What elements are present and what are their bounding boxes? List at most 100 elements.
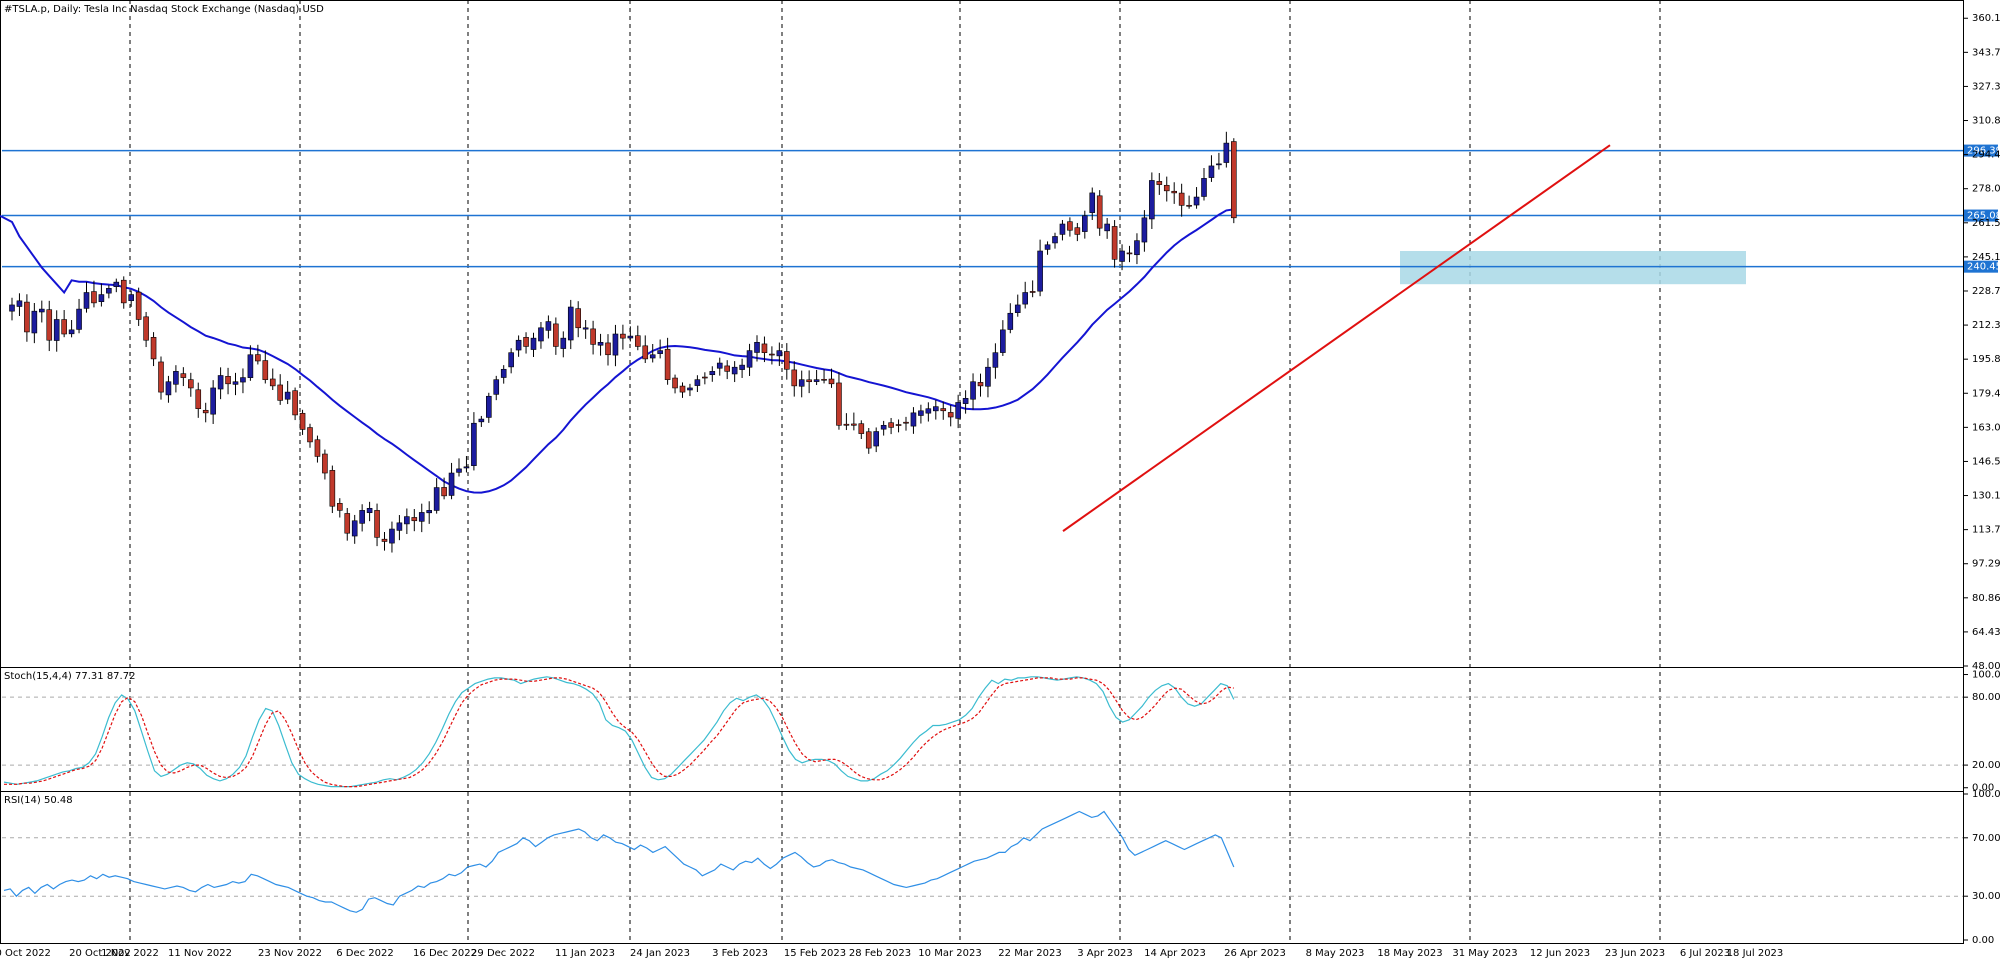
time-axis-label: 3 Apr 2023	[1077, 948, 1132, 958]
candle-body	[1231, 141, 1237, 219]
candle-body	[1163, 184, 1170, 192]
candle-body	[225, 376, 231, 385]
candle-body	[1104, 223, 1110, 232]
candle-body	[46, 309, 53, 341]
time-axis-label: 1 Nov 2022	[101, 948, 159, 958]
candle-body	[1193, 196, 1200, 206]
candle-body	[791, 369, 798, 387]
price-axis-label: 113.72	[1972, 525, 2000, 536]
candle-body	[1089, 192, 1096, 213]
candle-body	[1067, 221, 1073, 231]
price-axis-label: 97.29	[1972, 559, 2000, 570]
price-axis-label: 343.74	[1972, 47, 2000, 58]
candle-body	[806, 379, 812, 383]
candle-body	[485, 395, 492, 418]
candle-body	[672, 377, 678, 389]
candle-body	[284, 391, 291, 400]
candle-body	[158, 361, 164, 393]
price-axis[interactable]: 360.17 343.74 327.31 310.88 294.45 278.02 261.…	[1963, 13, 2000, 946]
candle-body	[843, 423, 850, 426]
candle-body	[1096, 195, 1103, 229]
support-zone-box	[1400, 251, 1746, 285]
trend-line[interactable]	[1062, 144, 1611, 532]
candle-body	[1149, 180, 1155, 220]
rsi-pane[interactable]	[0, 791, 1964, 944]
candle-body	[1119, 250, 1125, 262]
time-axis-label: 6 Dec 2022	[336, 948, 394, 958]
candle-body	[61, 319, 67, 335]
candle-body	[1022, 292, 1029, 305]
candle-body	[478, 418, 485, 423]
candle-body	[217, 375, 224, 390]
price-level-label: 296.39	[1967, 146, 2000, 157]
candle-body	[143, 316, 149, 341]
candle-body	[724, 365, 731, 372]
candle-body	[746, 350, 753, 368]
candle-body	[448, 472, 455, 496]
candle-body	[1201, 178, 1207, 197]
candle-body	[433, 487, 440, 511]
candle-body	[776, 350, 783, 357]
candle-body	[1156, 181, 1163, 185]
candle-body	[1141, 217, 1148, 243]
candle-body	[932, 406, 939, 412]
stochastic-pane[interactable]	[0, 667, 1964, 792]
candle-body	[150, 337, 157, 360]
time-axis-label: 14 Apr 2023	[1144, 948, 1206, 958]
candle-body	[530, 337, 537, 350]
candle-body	[873, 431, 880, 447]
candle-body	[731, 366, 738, 375]
time-axis-label: 16 Dec 2022	[413, 948, 477, 958]
price-axis-label: 179.44	[1972, 388, 2000, 399]
candle-body	[180, 373, 187, 378]
price-level-tag	[1964, 209, 1998, 222]
price-axis-label: 48.00	[1972, 661, 2000, 672]
candle-body	[739, 364, 745, 370]
candle-body	[925, 408, 932, 414]
candle-body	[359, 510, 365, 524]
time-axis-label: 20 Oct 2022	[69, 948, 131, 958]
candle-body	[1000, 329, 1006, 353]
candle-body	[173, 371, 179, 385]
moving-average-line	[0, 208, 1234, 494]
candle-body	[1007, 312, 1014, 330]
candle-body	[1178, 192, 1185, 206]
candle-body	[985, 366, 991, 387]
candle-body	[299, 412, 306, 430]
horizontal-levels[interactable]: 296.39 265.08 240.45	[2, 144, 2000, 273]
candle-body	[769, 353, 775, 356]
candle-body	[821, 378, 827, 381]
stochastic-lines	[3, 676, 1235, 788]
candle-body	[463, 466, 470, 469]
time-axis-label: 29 Dec 2022	[471, 948, 535, 958]
candle-body	[918, 410, 924, 416]
candle-body	[1037, 250, 1043, 292]
time-axis-label: 23 Jun 2023	[1605, 948, 1665, 958]
price-axis-label: 278.02	[1972, 184, 2000, 195]
time-axis-label: 15 Feb 2023	[784, 948, 846, 958]
candle-body	[575, 308, 582, 329]
candle-body	[851, 423, 857, 426]
candle-body	[500, 368, 507, 378]
candle-body	[195, 389, 202, 410]
candle-body	[24, 301, 30, 333]
candle-body	[858, 423, 865, 434]
candle-body	[709, 371, 716, 376]
candle-body	[620, 333, 626, 339]
candle-body	[538, 327, 544, 342]
price-axis-label: 163.01	[1972, 422, 2000, 433]
candle-body	[515, 339, 522, 351]
candle-body	[1044, 244, 1051, 250]
price-axis-label: 130.15	[1972, 491, 2000, 502]
candle-body	[106, 288, 112, 294]
candle-body	[188, 379, 194, 389]
main-price-pane[interactable]	[0, 0, 1964, 668]
rsi-axis-label: 30.00	[1972, 891, 2000, 902]
candle-body	[471, 422, 477, 466]
candle-body	[1208, 165, 1215, 178]
candle-body	[813, 379, 820, 382]
candle-body	[91, 291, 97, 304]
candle-body	[418, 512, 425, 522]
